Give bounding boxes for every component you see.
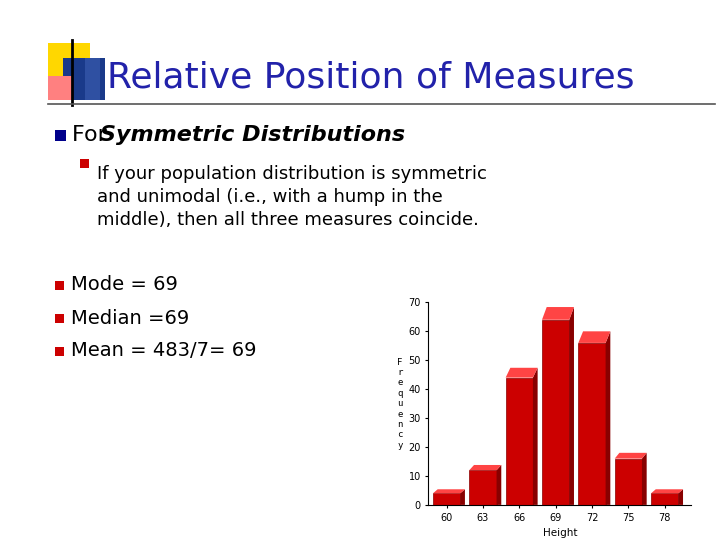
X-axis label: Height: Height: [543, 528, 577, 538]
Bar: [48, 43, 90, 85]
Bar: [578, 343, 606, 505]
Text: Mean = 483/7= 69: Mean = 483/7= 69: [71, 341, 256, 361]
Text: If your population distribution is symmetric: If your population distribution is symme…: [97, 165, 487, 183]
Bar: [542, 320, 570, 505]
Polygon shape: [578, 332, 611, 343]
Bar: [55, 314, 64, 323]
Text: Median =69: Median =69: [71, 308, 189, 327]
Bar: [433, 494, 460, 505]
Polygon shape: [606, 332, 611, 505]
Text: Symmetric Distributions: Symmetric Distributions: [100, 125, 405, 145]
Bar: [469, 470, 497, 505]
Text: and unimodal (i.e., with a hump in the: and unimodal (i.e., with a hump in the: [97, 188, 443, 206]
Polygon shape: [533, 368, 538, 505]
Bar: [48, 76, 72, 100]
Bar: [55, 130, 66, 141]
Bar: [55, 281, 64, 290]
Text: Relative Position of Measures: Relative Position of Measures: [107, 61, 634, 95]
Y-axis label: F
r
e
q
u
e
n
c
y: F r e q u e n c y: [397, 357, 402, 450]
Bar: [615, 458, 642, 505]
Polygon shape: [505, 368, 538, 377]
Polygon shape: [642, 453, 647, 505]
Text: For: For: [72, 125, 114, 145]
Polygon shape: [542, 307, 574, 320]
Bar: [55, 347, 64, 356]
Polygon shape: [460, 489, 465, 505]
Polygon shape: [570, 307, 574, 505]
Text: middle), then all three measures coincide.: middle), then all three measures coincid…: [97, 211, 479, 229]
Bar: [80, 159, 89, 168]
Polygon shape: [615, 453, 647, 458]
Polygon shape: [497, 465, 501, 505]
Polygon shape: [678, 489, 683, 505]
Bar: [651, 494, 678, 505]
Polygon shape: [469, 465, 501, 470]
Text: Mode = 69: Mode = 69: [71, 275, 178, 294]
Bar: [85, 58, 100, 100]
Bar: [63, 58, 105, 100]
Polygon shape: [651, 489, 683, 494]
Bar: [505, 377, 533, 505]
Polygon shape: [433, 489, 465, 494]
